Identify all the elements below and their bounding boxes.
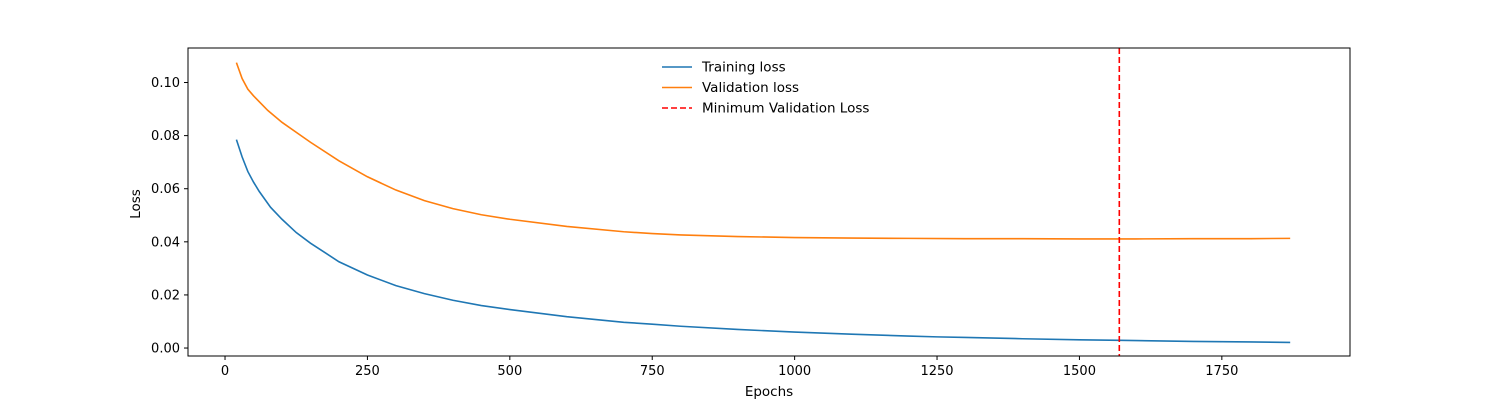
y-tick-label: 0.02 xyxy=(151,288,180,303)
y-tick-label: 0.04 xyxy=(151,235,180,250)
series-line-training-loss xyxy=(235,139,1291,344)
legend-label: Minimum Validation Loss xyxy=(702,101,869,117)
x-tick-label: 1500 xyxy=(1063,364,1096,379)
y-tick-label: 0.10 xyxy=(151,76,180,91)
x-tick-label: 500 xyxy=(497,364,522,379)
y-axis: 0.00 0.02 0.04 0.06 0.08 0.10 xyxy=(151,76,188,357)
y-axis-label: Loss xyxy=(128,189,144,219)
plot-frame xyxy=(187,47,1351,357)
y-tick-label: 0.00 xyxy=(151,342,180,357)
x-tick-label: 750 xyxy=(640,364,665,379)
x-tick-label: 1750 xyxy=(1205,364,1238,379)
x-tick-label: 1250 xyxy=(920,364,953,379)
x-tick-label: 1000 xyxy=(778,364,811,379)
series-line-validation-loss xyxy=(235,62,1291,240)
y-tick-label: 0.06 xyxy=(151,182,180,197)
plot-area xyxy=(235,48,1291,356)
legend-label: Validation loss xyxy=(702,80,799,96)
y-tick-label: 0.08 xyxy=(151,129,180,144)
x-axis: 0 250 500 750 1000 1250 1500 1750 xyxy=(221,356,1238,379)
x-tick-label: 0 xyxy=(221,364,229,379)
legend-label: Training loss xyxy=(701,60,786,76)
legend: Training loss Validation loss Minimum Vali… xyxy=(662,60,869,117)
x-tick-label: 250 xyxy=(355,364,380,379)
x-axis-label: Epochs xyxy=(745,384,793,400)
